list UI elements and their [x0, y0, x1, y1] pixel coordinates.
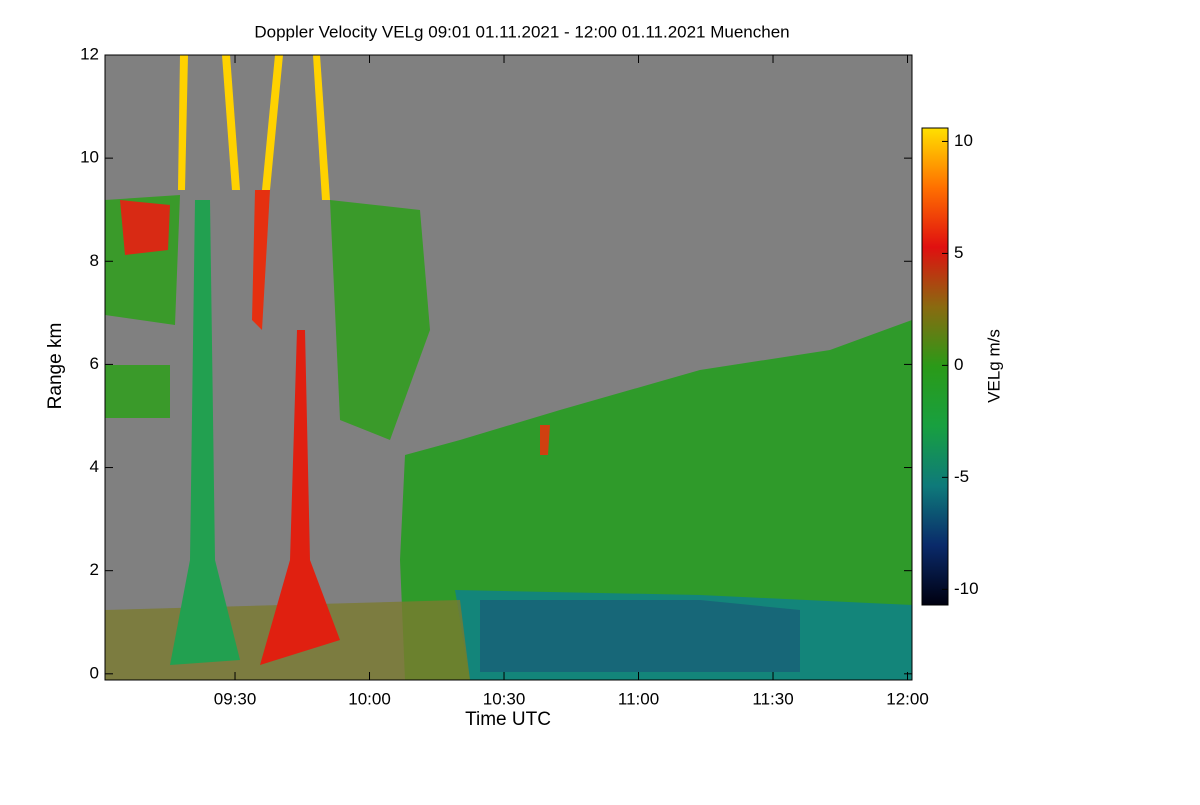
x-tick-label: 11:00 — [618, 689, 659, 708]
colorbar-tick-label: -5 — [954, 467, 969, 486]
x-tick-label: 11:30 — [752, 689, 793, 708]
echo-region — [313, 55, 330, 200]
echo-region — [170, 200, 240, 665]
colorbar-label: VELg m/s — [984, 329, 1003, 403]
y-tick-label: 4 — [90, 457, 99, 476]
echo-region — [252, 190, 270, 330]
y-axis-label: Range km — [45, 323, 66, 410]
y-tick-label: 0 — [90, 663, 99, 682]
y-tick-label: 6 — [90, 354, 99, 373]
echo-region — [260, 330, 340, 665]
echo-region — [400, 320, 912, 680]
echo-region — [105, 365, 170, 418]
x-tick-label: 10:00 — [348, 689, 391, 708]
colorbar-tick-label: 5 — [954, 243, 963, 262]
y-tick-label: 8 — [90, 251, 99, 270]
y-tick-label: 12 — [80, 44, 99, 63]
echo-region — [540, 425, 550, 455]
echo-region — [262, 55, 283, 190]
colorbar-tick-label: -10 — [954, 579, 979, 598]
plot-frame — [104, 54, 913, 681]
x-tick-label: 09:30 — [214, 689, 257, 708]
x-tick-label: 10:30 — [483, 689, 526, 708]
echo-region — [330, 200, 430, 440]
echo-region — [480, 600, 800, 672]
velocity-field — [105, 55, 912, 680]
echo-region — [120, 200, 170, 255]
colorbar-tick-label: 10 — [954, 131, 973, 150]
y-tick-label: 10 — [80, 148, 99, 167]
colorbar — [921, 127, 949, 606]
x-tick-label: 12:00 — [886, 689, 929, 708]
echo-region — [222, 55, 240, 190]
y-tick-label: 2 — [90, 560, 99, 579]
echo-region — [178, 55, 188, 190]
colorbar-tick-label: 0 — [954, 355, 963, 374]
chart-title: Doppler Velocity VELg 09:01 01.11.2021 -… — [254, 22, 789, 41]
x-axis-label: Time UTC — [465, 709, 551, 730]
